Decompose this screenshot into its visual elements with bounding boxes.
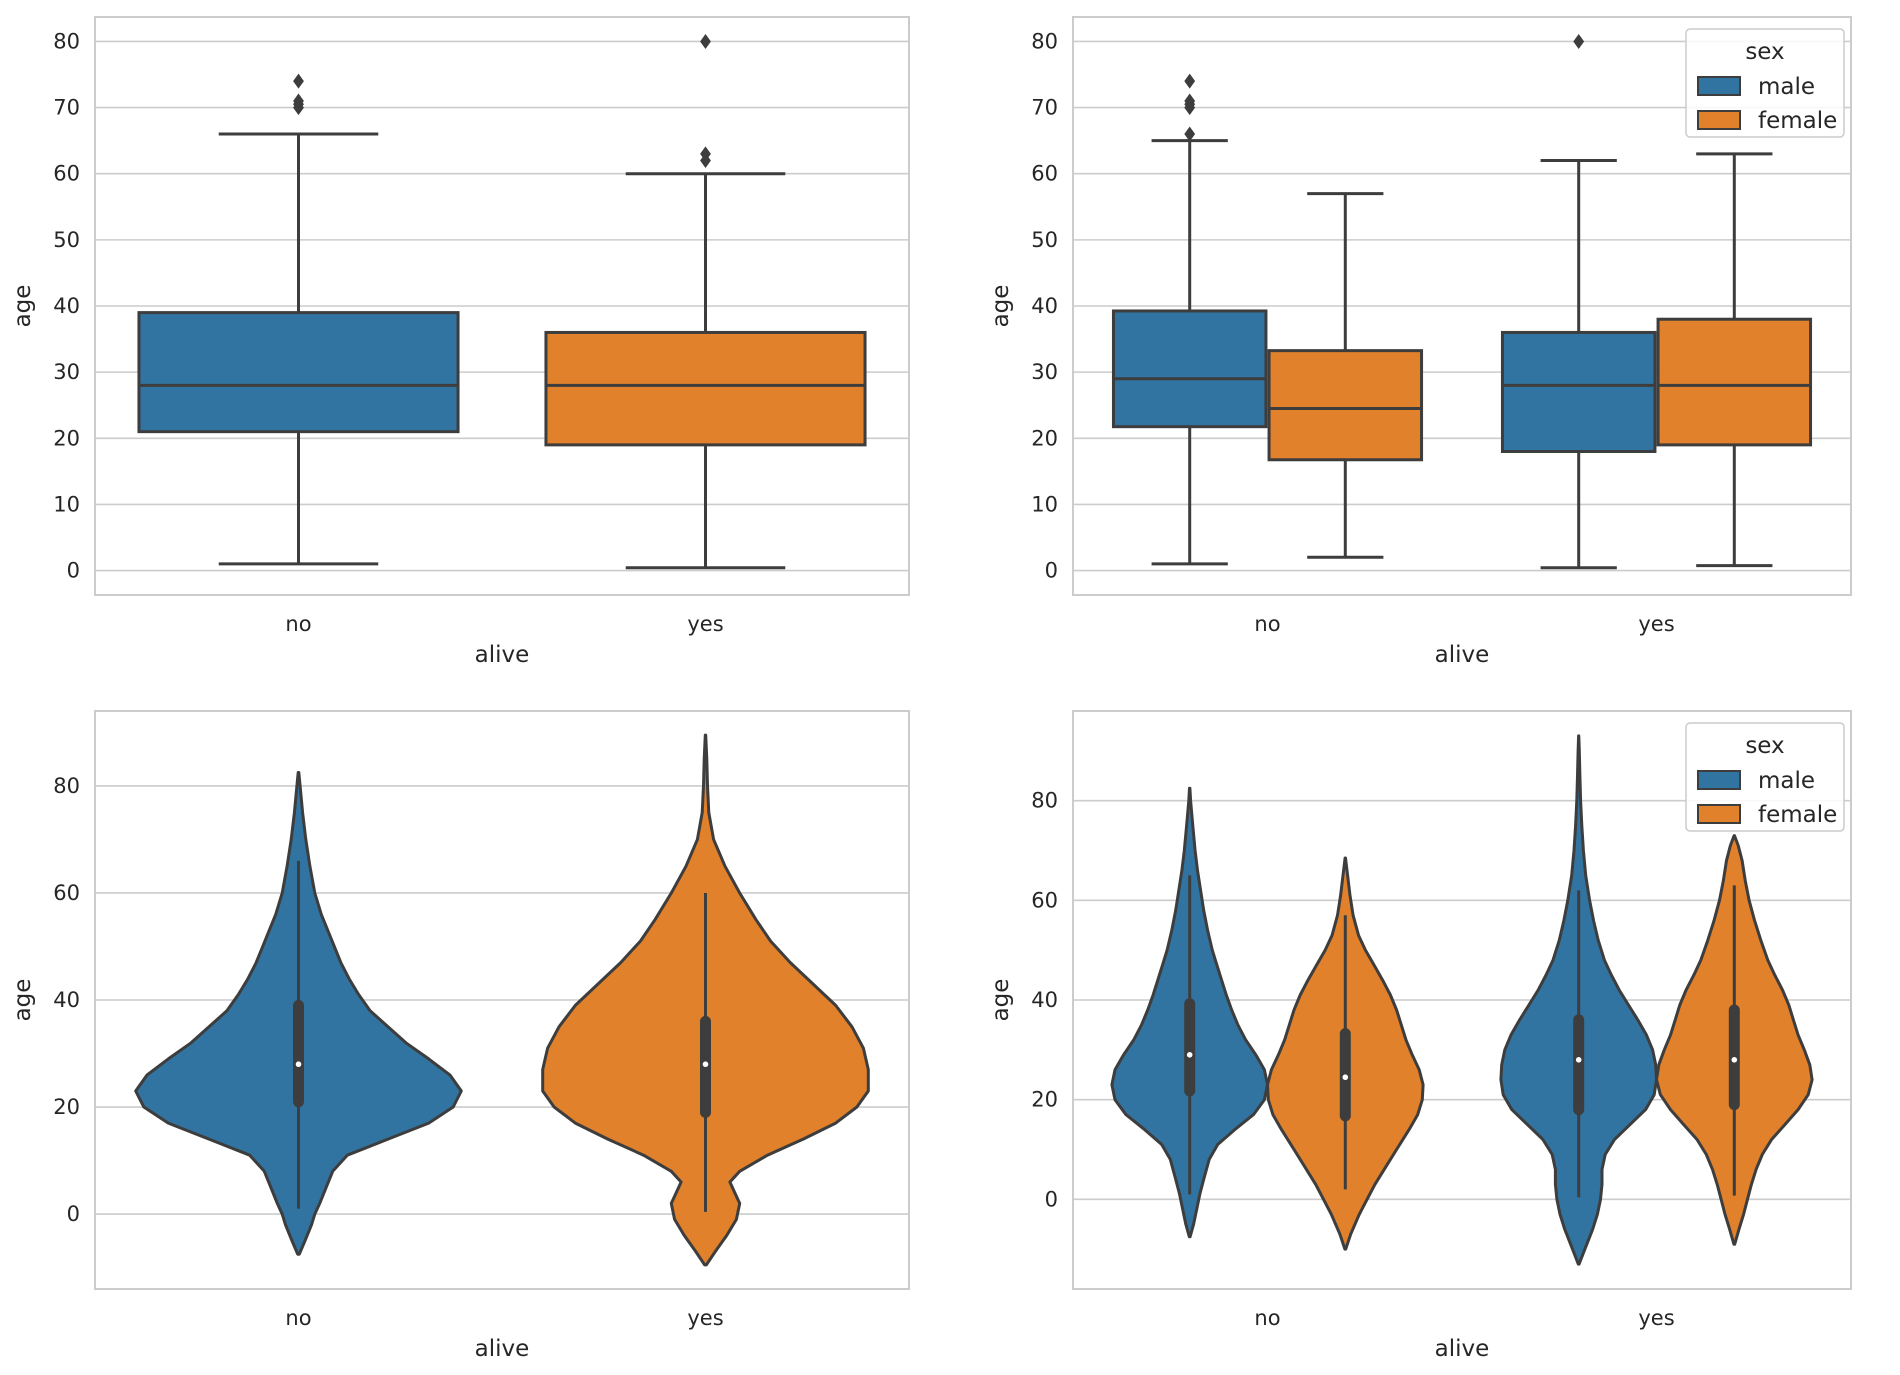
y-tick-label: 40 xyxy=(1031,988,1058,1012)
x-axis-label: alive xyxy=(475,642,530,668)
x-axis-label: alive xyxy=(475,1336,530,1362)
chart-4: 0 20 40 60 80 no yes alive age sex male female xyxy=(988,710,1852,1362)
series-male-yes xyxy=(1499,734,1658,1266)
y-tick-label: 30 xyxy=(1031,360,1058,384)
outlier-point xyxy=(1184,93,1196,109)
series-female-no xyxy=(1266,856,1425,1251)
y-axis-label: age xyxy=(10,979,36,1022)
violin-median xyxy=(295,1061,302,1068)
box xyxy=(544,330,867,447)
plot-frame xyxy=(1072,710,1852,1290)
y-axis-label: age xyxy=(10,285,36,328)
y-tick-label: 40 xyxy=(53,294,80,318)
y-tick-label: 40 xyxy=(53,988,80,1012)
y-tick-label: 0 xyxy=(1045,1187,1058,1211)
outlier-point xyxy=(293,73,304,89)
chart-2: 0 10 20 30 40 50 60 70 80 no yes alive age sex male fem… xyxy=(988,16,1852,668)
legend: sex male female xyxy=(1685,722,1845,832)
series-female-no xyxy=(1267,192,1424,559)
box xyxy=(1111,309,1268,429)
legend-label-female: female xyxy=(1758,802,1837,828)
x-tick-label: yes xyxy=(1638,1306,1674,1330)
y-axis-label: age xyxy=(988,979,1014,1022)
legend-swatch-male xyxy=(1697,76,1741,96)
x-tick-label: no xyxy=(1254,612,1280,636)
x-axis-label: alive xyxy=(1435,642,1490,668)
x-tick-label: no xyxy=(285,612,311,636)
y-tick-label: 0 xyxy=(67,1202,80,1226)
series-yes-yes xyxy=(541,733,870,1267)
y-tick-label: 30 xyxy=(53,360,80,384)
legend-label-female: female xyxy=(1758,108,1837,134)
y-tick-label: 0 xyxy=(1045,559,1058,583)
legend-swatch-female xyxy=(1697,804,1741,824)
y-tick-label: 80 xyxy=(53,29,80,53)
y-tick-label: 0 xyxy=(67,559,80,583)
y-tick-label: 80 xyxy=(53,774,80,798)
outlier-point xyxy=(1184,126,1196,142)
legend-swatch-female xyxy=(1697,110,1741,130)
outlier-point xyxy=(1573,33,1585,49)
y-tick-label: 10 xyxy=(1031,492,1058,516)
plot-frame xyxy=(94,710,910,1290)
legend-label-male: male xyxy=(1758,74,1815,100)
x-tick-label: yes xyxy=(687,612,723,636)
x-tick-label: no xyxy=(1254,1306,1280,1330)
chart-1: 0 10 20 30 40 50 60 70 80 no yes alive age xyxy=(10,16,910,668)
outlier-point xyxy=(293,93,304,109)
y-tick-label: 60 xyxy=(53,162,80,186)
outlier-point xyxy=(1184,73,1196,89)
series-male-no xyxy=(1110,786,1269,1239)
y-tick-label: 50 xyxy=(53,228,80,252)
y-tick-label: 20 xyxy=(53,1095,80,1119)
y-tick-label: 10 xyxy=(53,492,80,516)
y-axis-label: age xyxy=(988,285,1014,328)
y-tick-label: 70 xyxy=(1031,96,1058,120)
y-tick-label: 20 xyxy=(1031,1088,1058,1112)
y-tick-label: 60 xyxy=(53,881,80,905)
y-tick-label: 80 xyxy=(1031,789,1058,813)
series-no-no xyxy=(134,771,463,1256)
x-tick-label: no xyxy=(285,1306,311,1330)
legend-label-male: male xyxy=(1758,768,1815,794)
legend-title: sex xyxy=(1745,39,1784,65)
plot-frame xyxy=(1072,16,1852,596)
y-tick-label: 50 xyxy=(1031,228,1058,252)
y-tick-label: 20 xyxy=(53,426,80,450)
outlier-point xyxy=(700,33,711,49)
series-no-no xyxy=(137,73,460,566)
legend: sex male female xyxy=(1685,28,1845,138)
y-tick-label: 20 xyxy=(1031,426,1058,450)
y-tick-label: 80 xyxy=(1031,29,1058,53)
y-tick-label: 60 xyxy=(1031,888,1058,912)
series-male-no xyxy=(1111,73,1268,566)
legend-swatch-male xyxy=(1697,770,1741,790)
plot-frame xyxy=(94,16,910,596)
box xyxy=(1500,330,1657,453)
series-female-yes xyxy=(1655,834,1814,1246)
violin-median xyxy=(702,1061,709,1068)
violin-median xyxy=(1186,1052,1193,1058)
x-tick-label: yes xyxy=(687,1306,723,1330)
y-tick-label: 40 xyxy=(1031,294,1058,318)
series-female-yes xyxy=(1656,152,1813,568)
box xyxy=(137,311,460,434)
y-tick-label: 70 xyxy=(53,96,80,120)
x-tick-label: yes xyxy=(1638,612,1674,636)
series-male-yes xyxy=(1500,33,1657,570)
violin-median xyxy=(1731,1056,1738,1063)
box xyxy=(1656,317,1813,447)
y-tick-label: 60 xyxy=(1031,162,1058,186)
outlier-point xyxy=(700,146,711,162)
violin-median xyxy=(1575,1056,1582,1063)
box xyxy=(1267,349,1424,462)
series-yes-yes xyxy=(544,33,867,570)
chart-3: 0 20 40 60 80 no yes alive age xyxy=(10,710,910,1362)
x-axis-label: alive xyxy=(1435,1336,1490,1362)
violin-median xyxy=(1342,1074,1349,1081)
legend-title: sex xyxy=(1745,733,1784,759)
